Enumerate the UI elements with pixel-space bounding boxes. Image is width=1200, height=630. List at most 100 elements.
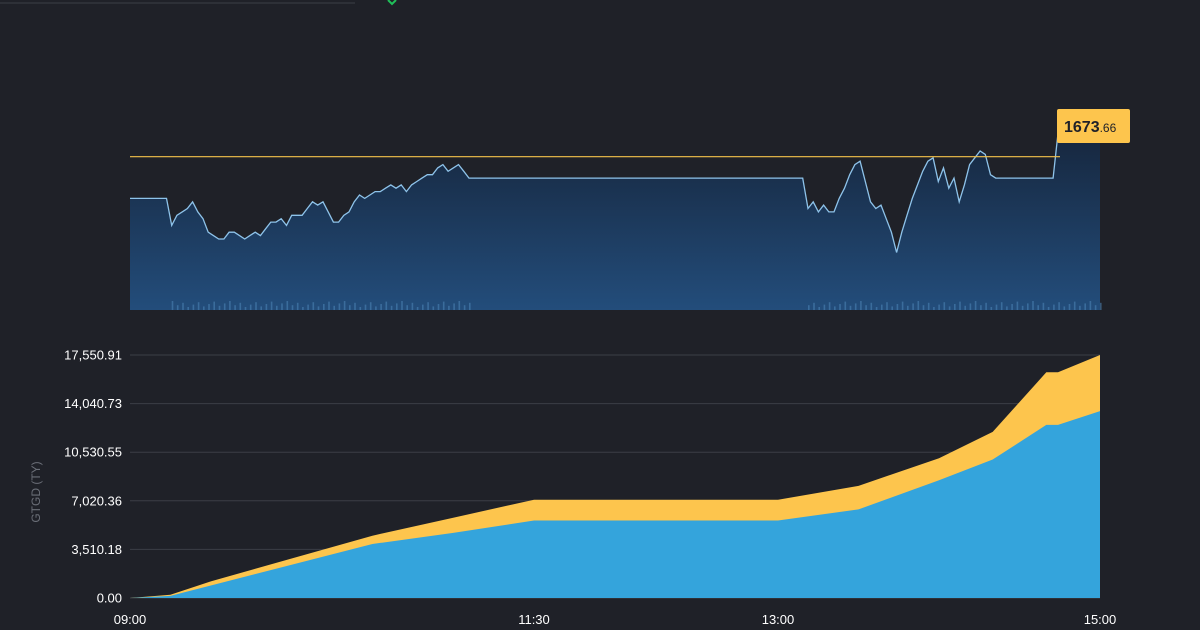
price-volume-bar xyxy=(463,305,466,310)
price-volume-bar xyxy=(323,304,325,310)
price-volume-bar xyxy=(338,303,341,310)
price-volume-bar xyxy=(442,301,445,310)
price-volume-bar xyxy=(1094,305,1097,310)
price-volume-bar xyxy=(1042,302,1045,310)
price-volume-bar xyxy=(1079,305,1081,310)
price-volume-bar xyxy=(437,304,440,310)
price-badge-text: 1673.66 xyxy=(1064,119,1117,136)
price-volume-bar xyxy=(881,304,883,310)
price-volume-bar xyxy=(213,301,215,310)
price-volume-bar xyxy=(912,303,914,310)
x-tick-label: 11:30 xyxy=(518,612,550,627)
price-volume-bar xyxy=(458,301,461,310)
price-volume-bar xyxy=(432,306,435,310)
series-bottom-area xyxy=(130,411,1100,598)
price-volume-bar xyxy=(1073,301,1076,310)
price-badge: 1673.66 xyxy=(1057,109,1130,143)
price-volume-bar xyxy=(1068,304,1071,310)
price-line xyxy=(130,130,1100,253)
price-volume-bar xyxy=(990,307,993,310)
price-volume-bar xyxy=(1089,301,1092,310)
price-volume-bar xyxy=(276,305,278,310)
price-volume-bar xyxy=(390,305,393,310)
y-tick-labels: 0.00 3,510.18 7,020.36 10,530.55 14,040.73 17… xyxy=(64,348,122,606)
price-volume-bar xyxy=(1021,305,1024,310)
price-volume-bar xyxy=(218,305,221,310)
price-volume-bar xyxy=(1053,304,1055,310)
price-volume-bar xyxy=(208,304,210,310)
price-volume-bar xyxy=(359,307,362,310)
price-volume-bar xyxy=(333,305,335,310)
price-volume-bar xyxy=(1084,303,1086,310)
price-volume-bar xyxy=(844,301,847,310)
price-volume-bar xyxy=(249,304,252,310)
price-volume-bar xyxy=(469,302,471,310)
price-volume-bar xyxy=(849,305,852,310)
price-volume-bar xyxy=(416,307,419,310)
price-volume-bar xyxy=(317,306,320,310)
price-volume-bar xyxy=(448,305,450,310)
price-volume-bar xyxy=(959,301,961,310)
price-volume-bar xyxy=(197,302,200,310)
price-volume-bar xyxy=(239,302,242,310)
price-volume-bar xyxy=(891,306,893,310)
price-volume-bar xyxy=(265,304,268,310)
price-volume-bar xyxy=(813,302,815,310)
y-axis-title: GTGD (TY) xyxy=(29,461,43,522)
price-badge-box xyxy=(1057,109,1130,143)
price-volume-bar xyxy=(255,302,257,310)
price-volume-bar xyxy=(192,304,195,310)
price-panel: 1673.66 xyxy=(130,109,1130,310)
price-volume-bar xyxy=(870,302,873,310)
price-volume-bar xyxy=(171,301,174,310)
price-volume-bar xyxy=(182,302,184,310)
price-volume-bar xyxy=(839,304,841,310)
price-volume-bar xyxy=(234,305,236,310)
price-volume-bar xyxy=(834,306,836,310)
price-volume-bar xyxy=(1058,302,1060,310)
price-area xyxy=(130,130,1100,310)
price-volume-bar xyxy=(828,302,831,310)
price-volume-bar xyxy=(396,303,398,310)
price-volume-bar xyxy=(969,303,972,310)
price-volume-bar xyxy=(995,304,998,310)
price-volume-bar xyxy=(229,301,231,310)
price-volume-bar xyxy=(328,301,330,310)
price-volume-bar xyxy=(286,301,289,310)
price-volume-bar xyxy=(187,307,189,310)
price-volume-bar xyxy=(406,305,408,310)
price-volume-bar xyxy=(354,302,356,310)
y-tick-label: 17,550.91 xyxy=(64,348,122,363)
price-volume-bar xyxy=(886,302,888,310)
price-volume-bar xyxy=(860,301,862,310)
price-badge-value: 1673 xyxy=(1064,119,1100,136)
price-volume-bar xyxy=(203,306,205,310)
price-volume-bar xyxy=(401,301,403,310)
x-tick-labels: 09:00 11:30 13:00 15:00 xyxy=(114,612,1117,627)
price-badge-decimals: .66 xyxy=(1100,121,1117,135)
volume-panel: 0.00 3,510.18 7,020.36 10,530.55 14,040.73 17… xyxy=(29,348,1116,628)
price-volume-bar xyxy=(1011,304,1013,310)
price-volume-bar xyxy=(343,301,346,310)
price-volume-bar xyxy=(823,304,826,310)
price-volume-bar xyxy=(980,305,982,310)
price-volume-bar xyxy=(927,302,930,310)
price-volume-bar xyxy=(943,302,946,310)
price-volume-bar xyxy=(938,304,940,310)
price-volume-bar xyxy=(223,303,226,310)
price-volume-bar xyxy=(808,305,810,310)
price-volume-bar xyxy=(933,307,935,310)
price-volume-bar xyxy=(291,305,294,310)
price-volume-bar xyxy=(349,305,351,310)
price-volume-bar xyxy=(1006,306,1008,310)
price-volume-bar xyxy=(307,304,309,310)
price-volume-bar xyxy=(176,305,179,310)
y-tick-label: 14,040.73 xyxy=(64,396,122,411)
price-volume-bar xyxy=(954,304,956,310)
price-volume-bar xyxy=(385,301,388,310)
price-volume-bar xyxy=(260,306,262,310)
price-volume-bar xyxy=(1016,301,1019,310)
y-tick-label: 0.00 xyxy=(97,591,122,606)
price-volume-bar xyxy=(948,306,951,310)
price-volume-bar xyxy=(1037,305,1039,310)
